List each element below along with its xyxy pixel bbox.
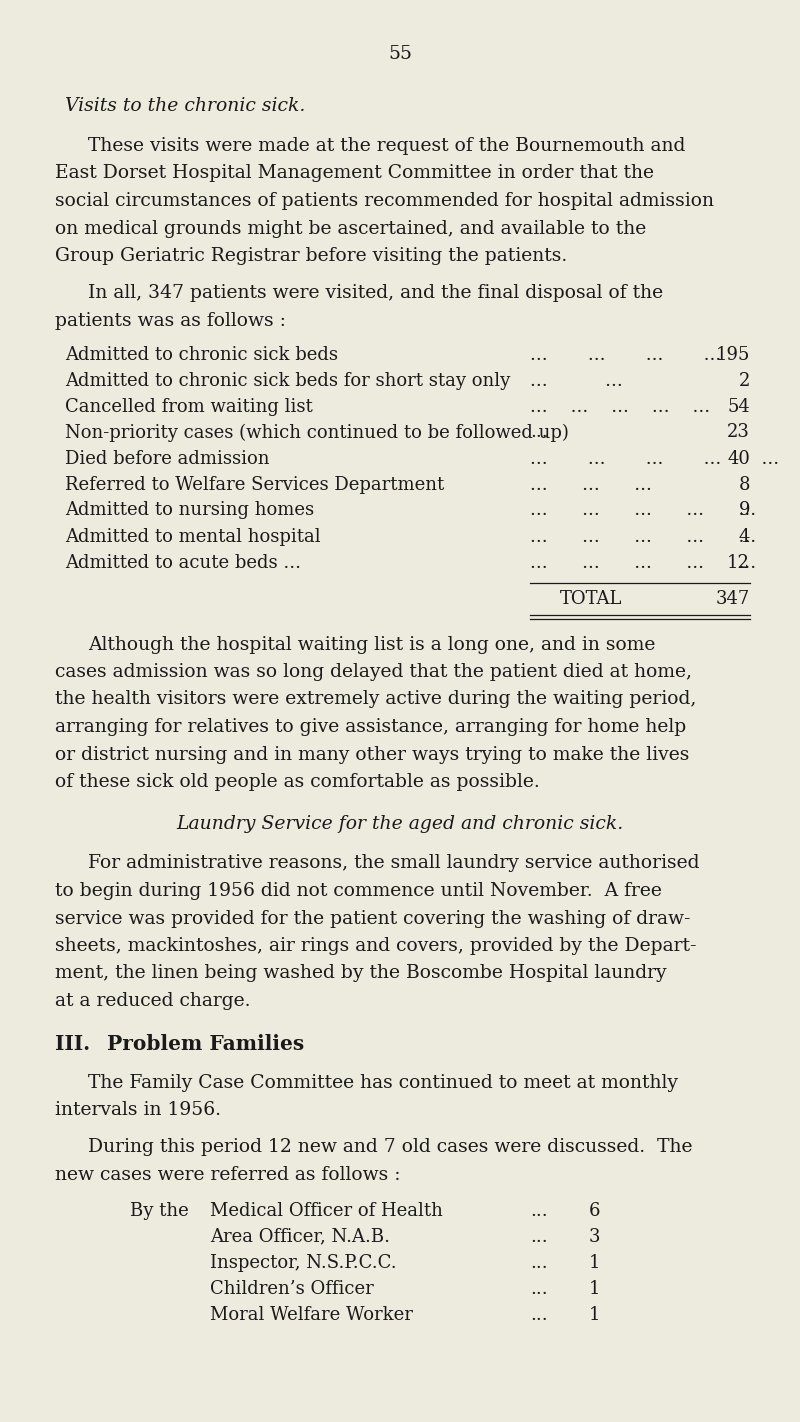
Text: Admitted to mental hospital: Admitted to mental hospital <box>65 528 321 546</box>
Text: ...: ... <box>530 1305 548 1324</box>
Text: ...: ... <box>530 1280 548 1297</box>
Text: ...       ...       ...       ...: ... ... ... ... <box>530 346 722 364</box>
Text: sheets, mackintoshes, air rings and covers, provided by the Depart-: sheets, mackintoshes, air rings and cove… <box>55 937 697 956</box>
Text: Area Officer, N.A.B.: Area Officer, N.A.B. <box>210 1227 390 1246</box>
Text: Visits to the chronic sick.: Visits to the chronic sick. <box>65 97 306 115</box>
Text: social circumstances of patients recommended for hospital admission: social circumstances of patients recomme… <box>55 192 714 210</box>
Text: Admitted to acute beds ...: Admitted to acute beds ... <box>65 553 301 572</box>
Text: to begin during 1956 did not commence until November.  A free: to begin during 1956 did not commence un… <box>55 882 662 900</box>
Text: For administrative reasons, the small laundry service authorised: For administrative reasons, the small la… <box>88 855 699 873</box>
Text: 1: 1 <box>589 1280 600 1297</box>
Text: These visits were made at the request of the Bournemouth and: These visits were made at the request of… <box>88 137 686 155</box>
Text: of these sick old people as comfortable as possible.: of these sick old people as comfortable … <box>55 774 540 791</box>
Text: III.: III. <box>55 1034 90 1054</box>
Text: By the: By the <box>130 1202 189 1220</box>
Text: Admitted to chronic sick beds: Admitted to chronic sick beds <box>65 346 338 364</box>
Text: ...          ...: ... ... <box>530 371 622 390</box>
Text: Referred to Welfare Services Department: Referred to Welfare Services Department <box>65 475 444 493</box>
Text: ...: ... <box>530 1254 548 1271</box>
Text: on medical grounds might be ascertained, and available to the: on medical grounds might be ascertained,… <box>55 219 646 237</box>
Text: ...       ...       ...       ...       ...: ... ... ... ... ... <box>530 449 779 468</box>
Text: cases admission was so long delayed that the patient died at home,: cases admission was so long delayed that… <box>55 663 692 681</box>
Text: Medical Officer of Health: Medical Officer of Health <box>210 1202 443 1220</box>
Text: Problem Families: Problem Families <box>107 1034 304 1054</box>
Text: 4: 4 <box>738 528 750 546</box>
Text: Moral Welfare Worker: Moral Welfare Worker <box>210 1305 413 1324</box>
Text: Cancelled from waiting list: Cancelled from waiting list <box>65 398 313 415</box>
Text: 9: 9 <box>738 502 750 519</box>
Text: ...: ... <box>530 424 548 441</box>
Text: Group Geriatric Registrar before visiting the patients.: Group Geriatric Registrar before visitin… <box>55 247 567 264</box>
Text: 347: 347 <box>716 590 750 609</box>
Text: the health visitors were extremely active during the waiting period,: the health visitors were extremely activ… <box>55 691 696 708</box>
Text: ...      ...      ...      ...      ...: ... ... ... ... ... <box>530 502 756 519</box>
Text: 40: 40 <box>727 449 750 468</box>
Text: 12: 12 <box>727 553 750 572</box>
Text: In all, 347 patients were visited, and the final disposal of the: In all, 347 patients were visited, and t… <box>88 284 663 303</box>
Text: 6: 6 <box>589 1202 600 1220</box>
Text: ...      ...      ...      ...      ...: ... ... ... ... ... <box>530 553 756 572</box>
Text: 1: 1 <box>589 1305 600 1324</box>
Text: intervals in 1956.: intervals in 1956. <box>55 1101 221 1119</box>
Text: Admitted to chronic sick beds for short stay only: Admitted to chronic sick beds for short … <box>65 371 510 390</box>
Text: 8: 8 <box>738 475 750 493</box>
Text: ment, the linen being washed by the Boscombe Hospital laundry: ment, the linen being washed by the Bosc… <box>55 964 666 983</box>
Text: Inspector, N.S.P.C.C.: Inspector, N.S.P.C.C. <box>210 1254 397 1271</box>
Text: 3: 3 <box>589 1227 600 1246</box>
Text: service was provided for the patient covering the washing of draw-: service was provided for the patient cov… <box>55 910 690 927</box>
Text: 1: 1 <box>589 1254 600 1271</box>
Text: patients was as follows :: patients was as follows : <box>55 311 286 330</box>
Text: ...: ... <box>530 1227 548 1246</box>
Text: The Family Case Committee has continued to meet at monthly: The Family Case Committee has continued … <box>88 1074 678 1092</box>
Text: East Dorset Hospital Management Committee in order that the: East Dorset Hospital Management Committe… <box>55 165 654 182</box>
Text: ...      ...      ...: ... ... ... <box>530 475 652 493</box>
Text: 23: 23 <box>727 424 750 441</box>
Text: During this period 12 new and 7 old cases were discussed.  The: During this period 12 new and 7 old case… <box>88 1139 693 1156</box>
Text: ...      ...      ...      ...      ...: ... ... ... ... ... <box>530 528 756 546</box>
Text: arranging for relatives to give assistance, arranging for home help: arranging for relatives to give assistan… <box>55 718 686 737</box>
Text: Although the hospital waiting list is a long one, and in some: Although the hospital waiting list is a … <box>88 636 655 654</box>
Text: ...    ...    ...    ...    ...: ... ... ... ... ... <box>530 398 710 415</box>
Text: Children’s Officer: Children’s Officer <box>210 1280 374 1297</box>
Text: TOTAL: TOTAL <box>560 590 622 609</box>
Text: 54: 54 <box>727 398 750 415</box>
Text: Non-priority cases (which continued to be followed up): Non-priority cases (which continued to b… <box>65 424 569 442</box>
Text: at a reduced charge.: at a reduced charge. <box>55 993 250 1010</box>
Text: 195: 195 <box>716 346 750 364</box>
Text: or district nursing and in many other ways trying to make the lives: or district nursing and in many other wa… <box>55 745 690 764</box>
Text: new cases were referred as follows :: new cases were referred as follows : <box>55 1166 401 1185</box>
Text: 2: 2 <box>738 371 750 390</box>
Text: ...: ... <box>530 1202 548 1220</box>
Text: 55: 55 <box>388 46 412 63</box>
Text: Died before admission: Died before admission <box>65 449 270 468</box>
Text: Laundry Service for the aged and chronic sick.: Laundry Service for the aged and chronic… <box>176 815 624 832</box>
Text: Admitted to nursing homes: Admitted to nursing homes <box>65 502 314 519</box>
